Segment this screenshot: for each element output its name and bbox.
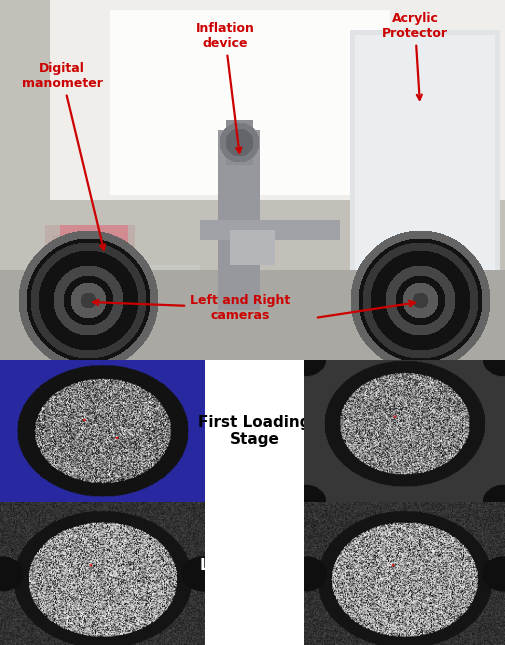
Text: Inflation
device: Inflation device: [195, 22, 255, 153]
Text: Left and Right
cameras: Left and Right cameras: [93, 294, 290, 322]
Text: Last Loading
Stage: Last Loading Stage: [200, 557, 309, 590]
Text: Digital
manometer: Digital manometer: [22, 62, 105, 250]
Text: First Loading
Stage: First Loading Stage: [198, 415, 311, 448]
Text: Acrylic
Protector: Acrylic Protector: [382, 12, 448, 100]
